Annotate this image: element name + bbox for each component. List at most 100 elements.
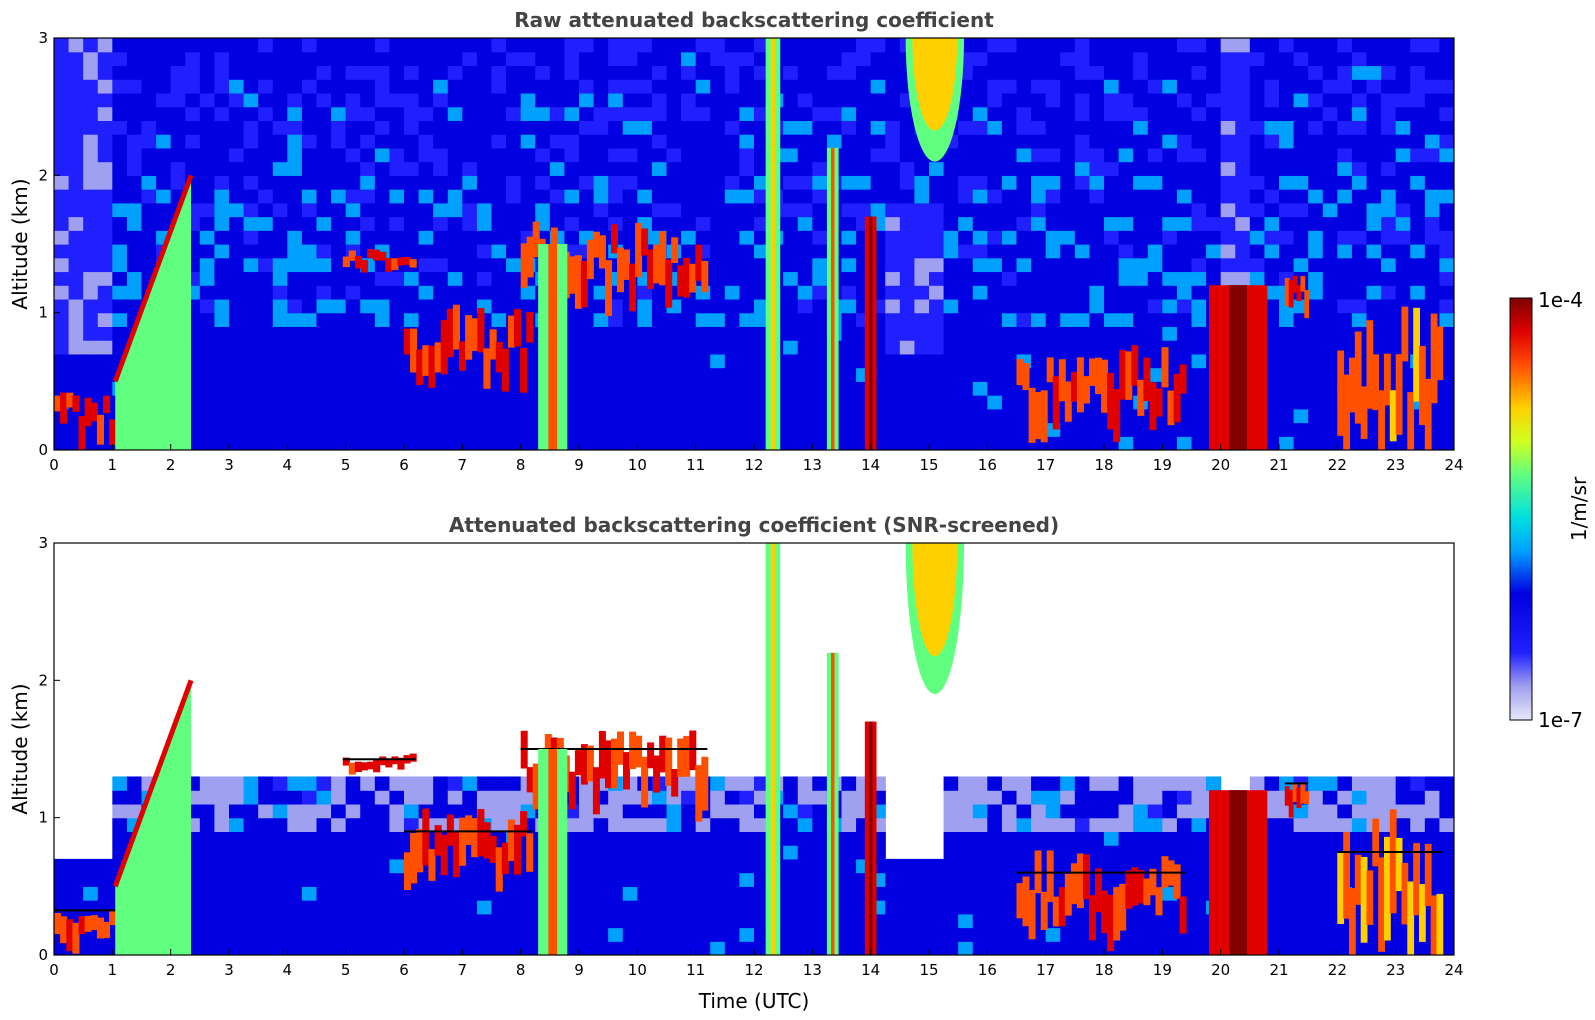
heatmap-feature-0 bbox=[54, 909, 117, 954]
y-tick-label: 0 bbox=[38, 946, 48, 964]
x-tick-label: 23 bbox=[1386, 456, 1405, 474]
heatmap-screened bbox=[54, 543, 1454, 955]
x-tick-label: 6 bbox=[399, 456, 409, 474]
heatmap-feature-10 bbox=[1016, 850, 1187, 952]
heatmap-feature-0 bbox=[54, 392, 117, 450]
x-tick-label: 10 bbox=[628, 456, 647, 474]
x-tick-label: 8 bbox=[516, 961, 526, 979]
x-tick-label: 0 bbox=[49, 961, 59, 979]
x-tick-label: 11 bbox=[686, 456, 705, 474]
x-tick-label: 22 bbox=[1328, 961, 1347, 979]
heatmap-feature-8 bbox=[864, 216, 877, 450]
x-tick-label: 2 bbox=[166, 456, 176, 474]
x-tick-label: 7 bbox=[458, 961, 468, 979]
heatmap-feature-12 bbox=[1284, 782, 1310, 818]
chart-title-raw: Raw attenuated backscattering coefficien… bbox=[514, 8, 994, 32]
x-tick-label: 10 bbox=[628, 961, 647, 979]
heatmap-raw bbox=[54, 38, 1454, 450]
x-tick-label: 22 bbox=[1328, 456, 1347, 474]
x-tick-label: 6 bbox=[399, 961, 409, 979]
heatmap-feature-10 bbox=[1016, 345, 1187, 443]
x-tick-label: 20 bbox=[1211, 456, 1230, 474]
y-axis-label-screened: Altitude (km) bbox=[8, 683, 32, 814]
colorbar-label: 1/m/sr bbox=[1567, 476, 1591, 541]
x-tick-label: 15 bbox=[919, 456, 938, 474]
heatmap-feature-12 bbox=[1284, 275, 1310, 319]
heatmap-feature-8 bbox=[864, 721, 877, 955]
heatmap-feature-6 bbox=[765, 38, 781, 450]
x-tick-label: 13 bbox=[803, 961, 822, 979]
x-axis-label: Time (UTC) bbox=[698, 989, 810, 1013]
x-tick-label: 24 bbox=[1444, 961, 1463, 979]
y-tick-label: 0 bbox=[38, 441, 48, 459]
heatmap-field bbox=[54, 38, 1454, 450]
x-tick-label: 17 bbox=[1036, 961, 1055, 979]
y-axis-label-raw: Altitude (km) bbox=[8, 178, 32, 309]
y-axis-screened: 0 1 2 3 bbox=[38, 534, 60, 964]
x-tick-label: 2 bbox=[166, 961, 176, 979]
x-tick-label: 18 bbox=[1094, 961, 1113, 979]
x-tick-label: 24 bbox=[1444, 456, 1463, 474]
x-tick-label: 19 bbox=[1153, 961, 1172, 979]
x-tick-label: 16 bbox=[978, 961, 997, 979]
x-tick-label: 12 bbox=[744, 961, 763, 979]
x-tick-label: 13 bbox=[803, 456, 822, 474]
x-tick-label: 4 bbox=[283, 961, 293, 979]
heatmap-feature-11 bbox=[1209, 285, 1268, 450]
heatmap-feature-5 bbox=[538, 244, 568, 450]
x-tick-label: 3 bbox=[224, 961, 234, 979]
heatmap-feature-7 bbox=[826, 147, 839, 450]
y-tick-label: 1 bbox=[38, 809, 48, 827]
y-tick-label: 3 bbox=[38, 29, 48, 47]
x-tick-label: 19 bbox=[1153, 456, 1172, 474]
y-tick-label: 3 bbox=[38, 534, 48, 552]
x-tick-label: 21 bbox=[1269, 456, 1288, 474]
heatmap-feature-1 bbox=[112, 679, 194, 955]
chart-title-screened: Attenuated backscattering coefficient (S… bbox=[449, 513, 1059, 537]
y-tick-label: 2 bbox=[38, 166, 48, 184]
panel-screened: Attenuated backscattering coefficient (S… bbox=[8, 513, 1464, 1013]
x-tick-label: 17 bbox=[1036, 456, 1055, 474]
colorbar-scale bbox=[1509, 297, 1533, 721]
heatmap-feature-13 bbox=[1337, 809, 1444, 955]
x-tick-label: 21 bbox=[1269, 961, 1288, 979]
x-tick-label: 12 bbox=[744, 456, 763, 474]
x-tick-label: 5 bbox=[341, 961, 351, 979]
x-tick-label: 14 bbox=[861, 456, 880, 474]
x-tick-label: 14 bbox=[861, 961, 880, 979]
x-tick-label: 9 bbox=[574, 961, 584, 979]
x-tick-label: 8 bbox=[516, 456, 526, 474]
heatmap-feature-9 bbox=[905, 543, 964, 695]
heatmap-feature-5 bbox=[538, 749, 568, 955]
x-tick-label: 15 bbox=[919, 961, 938, 979]
x-tick-label: 1 bbox=[108, 961, 118, 979]
heatmap-feature-1 bbox=[112, 174, 194, 450]
heatmap-field bbox=[54, 776, 1454, 955]
x-axis-screened: 0 1 2 3 4 5 6 7 8 9 10 11 12 13 14 15 16 17 18 19 20 21 22 23 24 bbox=[49, 949, 1464, 979]
heatmap-feature-3 bbox=[404, 304, 534, 393]
x-tick-label: 20 bbox=[1211, 961, 1230, 979]
heatmap-feature-2 bbox=[342, 753, 417, 775]
heatmap-feature-7 bbox=[826, 652, 839, 955]
y-axis-raw: 0 1 2 3 bbox=[38, 29, 60, 459]
colorbar-max-label: 1e-4 bbox=[1538, 288, 1583, 312]
heatmap-feature-11 bbox=[1209, 790, 1268, 955]
heatmap-feature-3 bbox=[404, 808, 534, 892]
heatmap-feature-13 bbox=[1337, 306, 1444, 450]
y-tick-label: 2 bbox=[38, 671, 48, 689]
x-tick-label: 18 bbox=[1094, 456, 1113, 474]
x-tick-label: 1 bbox=[108, 456, 118, 474]
heatmap-feature-2 bbox=[342, 249, 417, 273]
heatmap-feature-9 bbox=[905, 38, 964, 162]
x-tick-label: 0 bbox=[49, 456, 59, 474]
x-tick-label: 11 bbox=[686, 961, 705, 979]
x-tick-label: 23 bbox=[1386, 961, 1405, 979]
y-tick-label: 1 bbox=[38, 304, 48, 322]
x-tick-label: 3 bbox=[224, 456, 234, 474]
x-tick-label: 16 bbox=[978, 456, 997, 474]
heatmap-feature-6 bbox=[765, 543, 781, 955]
colorbar: 1e-4 1e-7 1/m/sr bbox=[1509, 288, 1591, 732]
x-tick-label: 7 bbox=[458, 456, 468, 474]
x-axis-raw: 0 1 2 3 4 5 6 7 8 9 10 11 12 13 14 15 16 17 18 19 20 21 22 23 24 bbox=[49, 444, 1464, 474]
